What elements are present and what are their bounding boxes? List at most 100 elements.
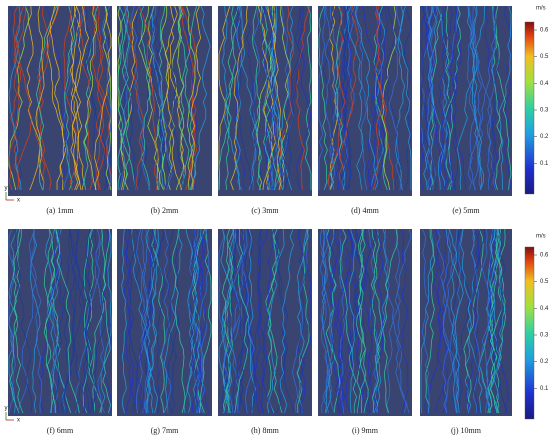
streamline <box>348 228 357 414</box>
streamline <box>196 228 210 414</box>
streamline <box>82 228 93 414</box>
streamline <box>102 5 112 191</box>
streamline <box>260 5 284 191</box>
streamline <box>487 228 503 414</box>
streamline <box>438 5 449 191</box>
streamline <box>136 228 151 414</box>
streamline <box>494 228 507 414</box>
streamline <box>128 228 138 414</box>
streamline <box>468 5 497 191</box>
streamline <box>347 5 364 191</box>
streamline <box>283 5 302 191</box>
streamline <box>356 228 369 414</box>
streamline <box>128 5 140 191</box>
streamline <box>320 228 330 414</box>
streamline <box>232 228 247 414</box>
flow-panel <box>218 5 312 196</box>
panel-caption: (i) 9mm <box>352 426 379 435</box>
streamline <box>296 5 312 191</box>
streamline <box>50 228 72 414</box>
streamline <box>394 228 412 414</box>
flow-panel <box>218 228 312 416</box>
streamline <box>373 5 388 191</box>
panel-caption: (b) 2mm <box>151 206 180 215</box>
streamline <box>487 5 496 191</box>
streamline <box>251 5 262 191</box>
streamline <box>339 5 352 191</box>
streamline <box>63 5 75 191</box>
streamline <box>81 228 91 414</box>
streamline <box>481 228 501 414</box>
streamline <box>247 228 256 414</box>
streamline <box>9 228 21 414</box>
streamline <box>296 228 308 414</box>
streamline <box>237 228 264 414</box>
streamline <box>230 228 245 414</box>
colorbar-tick-label: 0.5 <box>540 279 549 285</box>
streamline <box>438 5 459 190</box>
streamline <box>304 5 312 191</box>
streamline <box>130 5 151 191</box>
streamline <box>488 228 509 414</box>
streamline <box>190 5 202 191</box>
streamline <box>426 5 439 191</box>
streamline <box>250 5 260 191</box>
axis-label-x: x <box>17 198 20 204</box>
streamline <box>398 5 412 190</box>
streamline <box>270 5 282 191</box>
streamline <box>250 228 263 414</box>
flow-panel <box>117 5 212 196</box>
streamline <box>12 228 24 414</box>
streamline <box>234 228 249 414</box>
streamline <box>324 5 335 191</box>
streamline <box>29 228 41 414</box>
streamline <box>100 228 112 414</box>
streamline <box>275 228 294 414</box>
streamline <box>353 228 363 414</box>
streamline <box>268 5 284 191</box>
colorbar-tick-label: 0.6 <box>540 253 549 259</box>
streamline <box>448 228 458 414</box>
streamline <box>198 228 212 414</box>
streamline <box>484 5 500 191</box>
streamline <box>442 228 461 414</box>
streamline <box>221 5 242 191</box>
streamline <box>138 5 159 191</box>
streamline <box>74 228 101 414</box>
streamline <box>354 5 379 191</box>
panel-caption: (e) 5mm <box>452 206 480 215</box>
streamline <box>8 228 16 414</box>
streamline <box>121 228 127 414</box>
streamline <box>260 5 276 191</box>
streamline <box>8 5 24 191</box>
streamline <box>171 228 186 414</box>
streamline <box>471 5 484 191</box>
axis-label-x: x <box>17 418 20 424</box>
streamline <box>292 228 309 414</box>
streamline <box>186 228 202 414</box>
streamline <box>234 5 246 190</box>
streamline <box>68 5 84 191</box>
streamline <box>400 228 409 414</box>
colorbar-tick-label: 0.6 <box>540 28 549 34</box>
streamline <box>370 5 385 191</box>
streamline <box>472 228 481 414</box>
colorbar-tick-label: 0.2 <box>540 359 549 365</box>
colorbar-tick-label: 0.3 <box>540 108 549 114</box>
streamline <box>468 5 477 191</box>
streamline <box>55 228 80 414</box>
streamline <box>84 5 97 191</box>
streamline <box>279 5 294 191</box>
axis-label-y: y <box>5 186 8 192</box>
streamline <box>89 228 107 414</box>
streamline <box>230 5 248 191</box>
streamline <box>218 5 231 191</box>
streamline <box>421 228 430 414</box>
streamline <box>425 5 446 191</box>
streamline <box>472 228 490 414</box>
streamline <box>145 228 160 414</box>
streamline <box>466 5 479 191</box>
streamline <box>45 228 55 414</box>
streamline <box>347 228 360 414</box>
